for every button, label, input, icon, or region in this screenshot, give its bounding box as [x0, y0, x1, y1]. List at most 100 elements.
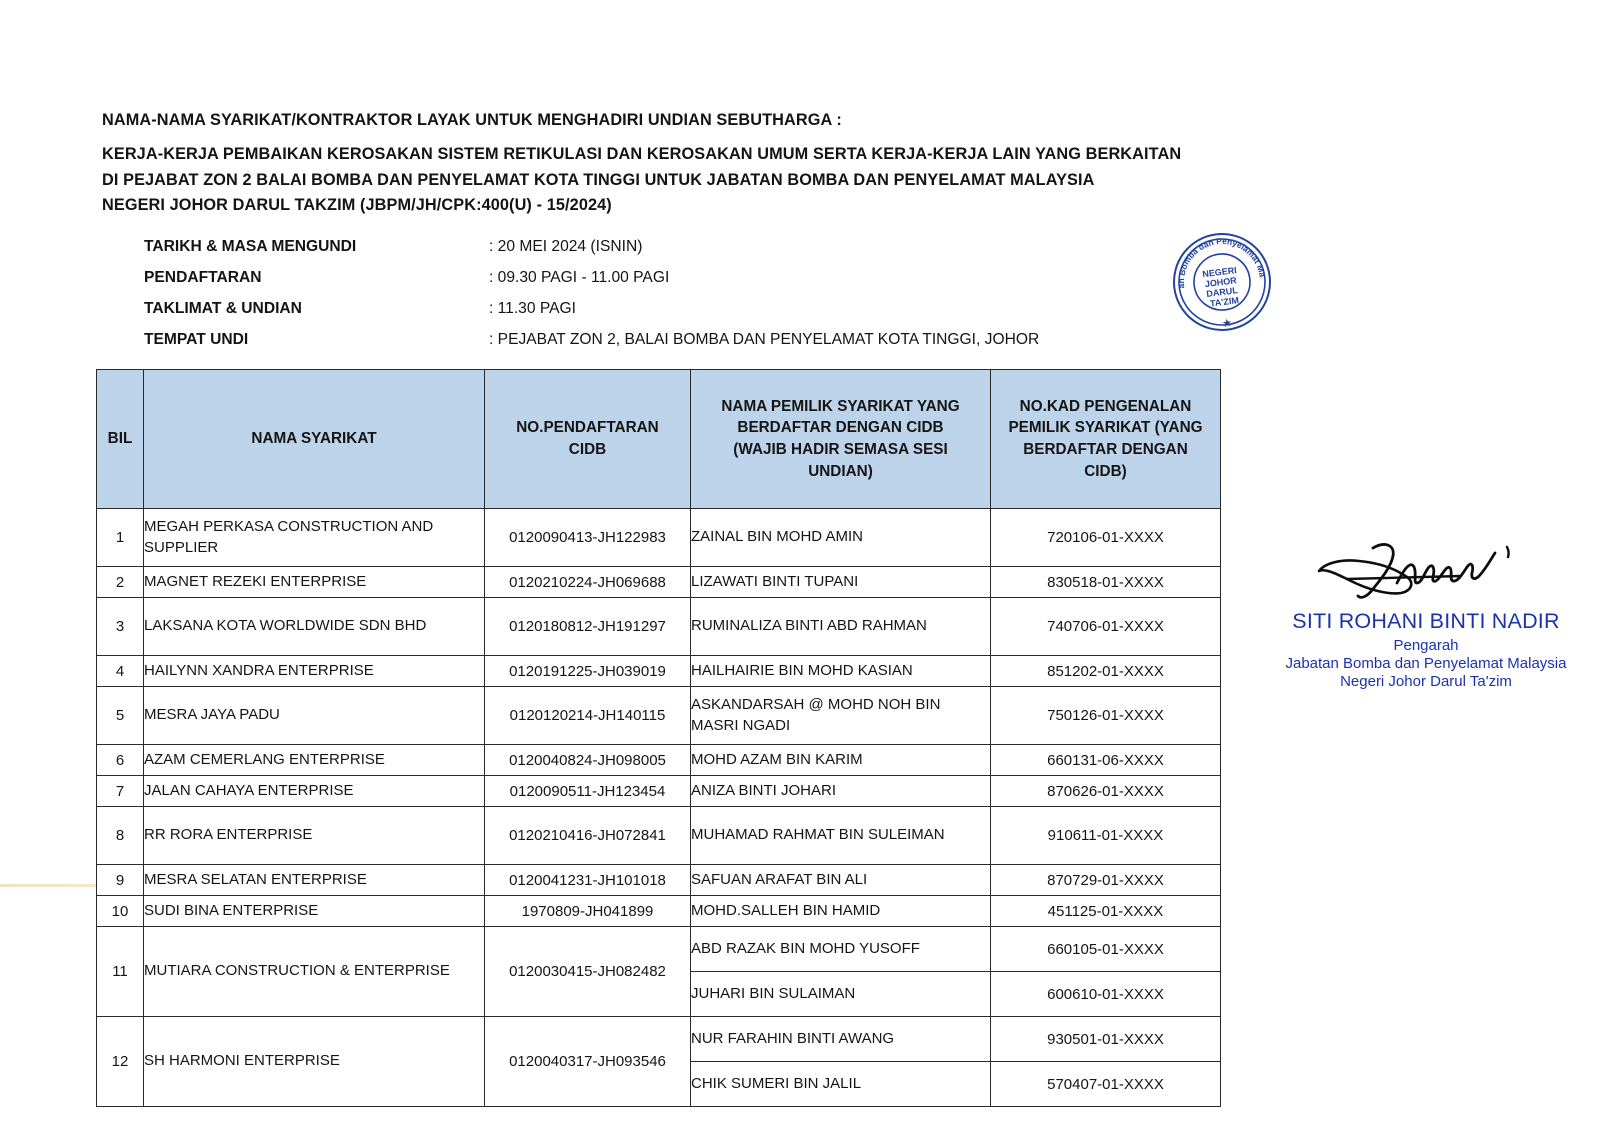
signatory-role: Pengarah [1393, 637, 1459, 654]
svg-text:NEGERI JOHOR D: NEGERI JOHOR DARUL TA'ZIM [1202, 265, 1244, 309]
cell-nama-pemilik: ABD RAZAK BIN MOHD YUSOFF [690, 926, 991, 972]
detail-value: : 20 MEI 2024 (ISNIN) [489, 238, 643, 255]
col-header-no-pendaftaran-cidb: NO.PENDAFTARAN CIDB [484, 369, 691, 509]
cell-nama-pemilik: ANIZA BINTI JOHARI [690, 775, 991, 807]
eligible-contractors-table: BIL NAMA SYARIKAT NO.PENDAFTARAN CIDB NA… [96, 369, 1221, 1107]
cell-nama-syarikat: HAILYNN XANDRA ENTERPRISE [143, 655, 485, 687]
cell-nama-pemilik: RUMINALIZA BINTI ABD RAHMAN [690, 597, 991, 656]
col-header-no-kad-pengenalan: NO.KAD PENGENALAN PEMILIK SYARIKAT (YANG… [990, 369, 1221, 509]
heading-main: NAMA-NAMA SYARIKAT/KONTRAKTOR LAYAK UNTU… [102, 111, 842, 129]
cell-no-pendaftaran-cidb: 1970809-JH041899 [484, 895, 691, 927]
table-row: 8 RR RORA ENTERPRISE 0120210416-JH072841 MU… [96, 806, 1221, 865]
table-row: 6 AZAM CEMERLANG ENTERPRISE 0120040824-JH0… [96, 744, 1221, 776]
col-header-owner-line4: UNDIAN) [808, 462, 873, 480]
cell-bil: 1 [96, 508, 144, 567]
cell-bil: 12 [96, 1016, 144, 1107]
cell-nama-pemilik: JUHARI BIN SULAIMAN [690, 971, 991, 1017]
cell-nama-syarikat: MAGNET REZEKI ENTERPRISE [143, 566, 485, 598]
detail-row-tarikh: TARIKH & MASA MENGUNDI : 20 MEI 2024 (IS… [144, 238, 1204, 269]
table-row: 1 MEGAH PERKASA CONSTRUCTION AND SUPPLIER… [96, 508, 1221, 567]
col-header-ic-line4: CIDB) [1084, 462, 1127, 480]
signatory-state: Negeri Johor Darul Ta'zim [1340, 673, 1512, 690]
col-header-owner-line3: (WAJIB HADIR SEMASA SESI [733, 441, 948, 458]
document-heading: NAMA-NAMA SYARIKAT/KONTRAKTOR LAYAK UNTU… [102, 112, 1242, 213]
eligible-contractors-table-wrapper: BIL NAMA SYARIKAT NO.PENDAFTARAN CIDB NA… [96, 369, 1221, 1107]
cell-no-kad-pengenalan: 870626-01-XXXX [990, 775, 1221, 807]
detail-label: TAKLIMAT & UNDIAN [144, 300, 302, 317]
table-body: 1 MEGAH PERKASA CONSTRUCTION AND SUPPLIER… [96, 508, 1221, 1107]
col-header-bil: BIL [96, 369, 144, 509]
table-row: 12 SH HARMONI ENTERPRISE 0120040317-JH0935… [96, 1016, 1221, 1107]
subject-line-1: KERJA-KERJA PEMBAIKAN KEROSAKAN SISTEM R… [102, 145, 1182, 164]
detail-label: TEMPAT UNDI [144, 331, 249, 348]
cell-no-kad-pengenalan: 451125-01-XXXX [990, 895, 1221, 927]
signatory-organisation: Jabatan Bomba dan Penyelamat Malaysia [1285, 655, 1567, 672]
cell-nama-syarikat: MUTIARA CONSTRUCTION & ENTERPRISE [143, 926, 485, 1017]
cell-no-kad-pengenalan: 930501-01-XXXX [990, 1016, 1221, 1062]
cell-bil: 6 [96, 744, 144, 776]
detail-value: : PEJABAT ZON 2, BALAI BOMBA DAN PENYELA… [489, 331, 1040, 348]
cell-no-pendaftaran-cidb: 0120191225-JH039019 [484, 655, 691, 687]
official-seal-stamp: Jabatan Bomba dan Penyelamat Malaysia NE… [1164, 224, 1280, 340]
detail-label: PENDAFTARAN [144, 269, 262, 286]
cell-nama-pemilik: NUR FARAHIN BINTI AWANG [690, 1016, 991, 1062]
cell-nama-pemilik: HAILHAIRIE BIN MOHD KASIAN [690, 655, 991, 687]
cell-bil: 4 [96, 655, 144, 687]
event-details: TARIKH & MASA MENGUNDI : 20 MEI 2024 (IS… [144, 238, 1204, 362]
table-row: 4 HAILYNN XANDRA ENTERPRISE 0120191225-JH0… [96, 655, 1221, 687]
cell-nama-pemilik: MUHAMAD RAHMAT BIN SULEIMAN [690, 806, 991, 865]
table-row: 2 MAGNET REZEKI ENTERPRISE 0120210224-JH06… [96, 566, 1221, 598]
detail-row-tempat: TEMPAT UNDI : PEJABAT ZON 2, BALAI BOMBA… [144, 331, 1204, 362]
detail-value: : 09.30 PAGI - 11.00 PAGI [489, 269, 670, 286]
cell-no-pendaftaran-cidb: 0120040824-JH098005 [484, 744, 691, 776]
cell-nama-syarikat: JALAN CAHAYA ENTERPRISE [143, 775, 485, 807]
cell-no-pendaftaran-cidb: 0120090511-JH123454 [484, 775, 691, 807]
cell-bil: 7 [96, 775, 144, 807]
cell-no-kad-pengenalan: 660131-06-XXXX [990, 744, 1221, 776]
cell-bil: 5 [96, 686, 144, 745]
cell-nama-syarikat: SUDI BINA ENTERPRISE [143, 895, 485, 927]
table-row: JUHARI BIN SULAIMAN 600610-01-XXXX [97, 971, 1221, 1017]
cell-nama-syarikat: RR RORA ENTERPRISE [143, 806, 485, 865]
detail-value: : 11.30 PAGI [489, 300, 576, 317]
col-header-cidb-line1: NO.PENDAFTARAN [516, 419, 659, 437]
table-row: 9 MESRA SELATAN ENTERPRISE 0120041231-JH10… [96, 864, 1221, 896]
cell-no-kad-pengenalan: 720106-01-XXXX [990, 508, 1221, 567]
col-header-owner-line2: BERDAFTAR DENGAN CIDB [737, 419, 944, 437]
cell-bil: 3 [96, 597, 144, 656]
cell-bil: 8 [96, 806, 144, 865]
cell-nama-pemilik: ZAINAL BIN MOHD AMIN [690, 508, 991, 567]
cell-no-pendaftaran-cidb: 0120090413-JH122983 [484, 508, 691, 567]
table-row: 3 LAKSANA KOTA WORLDWIDE SDN BHD 012018081… [96, 597, 1221, 656]
col-header-ic-line1: NO.KAD PENGENALAN [1019, 397, 1192, 415]
cell-nama-pemilik: SAFUAN ARAFAT BIN ALI [690, 864, 991, 896]
cell-bil: 2 [96, 566, 144, 598]
cell-nama-syarikat: MEGAH PERKASA CONSTRUCTION AND SUPPLIER [143, 508, 485, 567]
cell-no-kad-pengenalan: 600610-01-XXXX [990, 971, 1221, 1017]
cell-bil: 10 [96, 895, 144, 927]
cell-no-kad-pengenalan: 750126-01-XXXX [990, 686, 1221, 745]
table-header-row: BIL NAMA SYARIKAT NO.PENDAFTARAN CIDB NA… [96, 369, 1221, 509]
cell-nama-syarikat: SH HARMONI ENTERPRISE [143, 1016, 485, 1107]
table-row: 5 MESRA JAYA PADU 0120120214-JH140115 ASKAN… [96, 686, 1221, 745]
cell-no-kad-pengenalan: 740706-01-XXXX [990, 597, 1221, 656]
cell-no-pendaftaran-cidb: 0120041231-JH101018 [484, 864, 691, 896]
cell-no-pendaftaran-cidb: 0120030415-JH082482 [484, 926, 691, 1017]
signatory-name: SITI ROHANI BINTI NADIR [1292, 609, 1560, 633]
cell-no-pendaftaran-cidb: 0120180812-JH191297 [484, 597, 691, 656]
cell-nama-syarikat: LAKSANA KOTA WORLDWIDE SDN BHD [143, 597, 485, 656]
cell-nama-syarikat: AZAM CEMERLANG ENTERPRISE [143, 744, 485, 776]
cell-nama-pemilik: ASKANDARSAH @ MOHD NOH BIN MASRI NGADI [690, 686, 991, 745]
handwritten-signature [1317, 543, 1510, 599]
cell-nama-syarikat: MESRA JAYA PADU [143, 686, 485, 745]
cell-no-pendaftaran-cidb: 0120120214-JH140115 [484, 686, 691, 745]
detail-row-pendaftaran: PENDAFTARAN : 09.30 PAGI - 11.00 PAGI [144, 269, 1204, 300]
detail-label: TARIKH & MASA MENGUNDI [144, 238, 357, 255]
cell-no-kad-pengenalan: 660105-01-XXXX [990, 926, 1221, 972]
cell-nama-pemilik: LIZAWATI BINTI TUPANI [690, 566, 991, 598]
cell-no-kad-pengenalan: 870729-01-XXXX [990, 864, 1221, 896]
svg-text:★: ★ [1221, 317, 1232, 330]
col-header-nama-pemilik: NAMA PEMILIK SYARIKAT YANG BERDAFTAR DEN… [690, 369, 991, 509]
col-header-ic-line3: BERDAFTAR DENGAN [1023, 441, 1188, 458]
cell-bil: 9 [96, 864, 144, 896]
